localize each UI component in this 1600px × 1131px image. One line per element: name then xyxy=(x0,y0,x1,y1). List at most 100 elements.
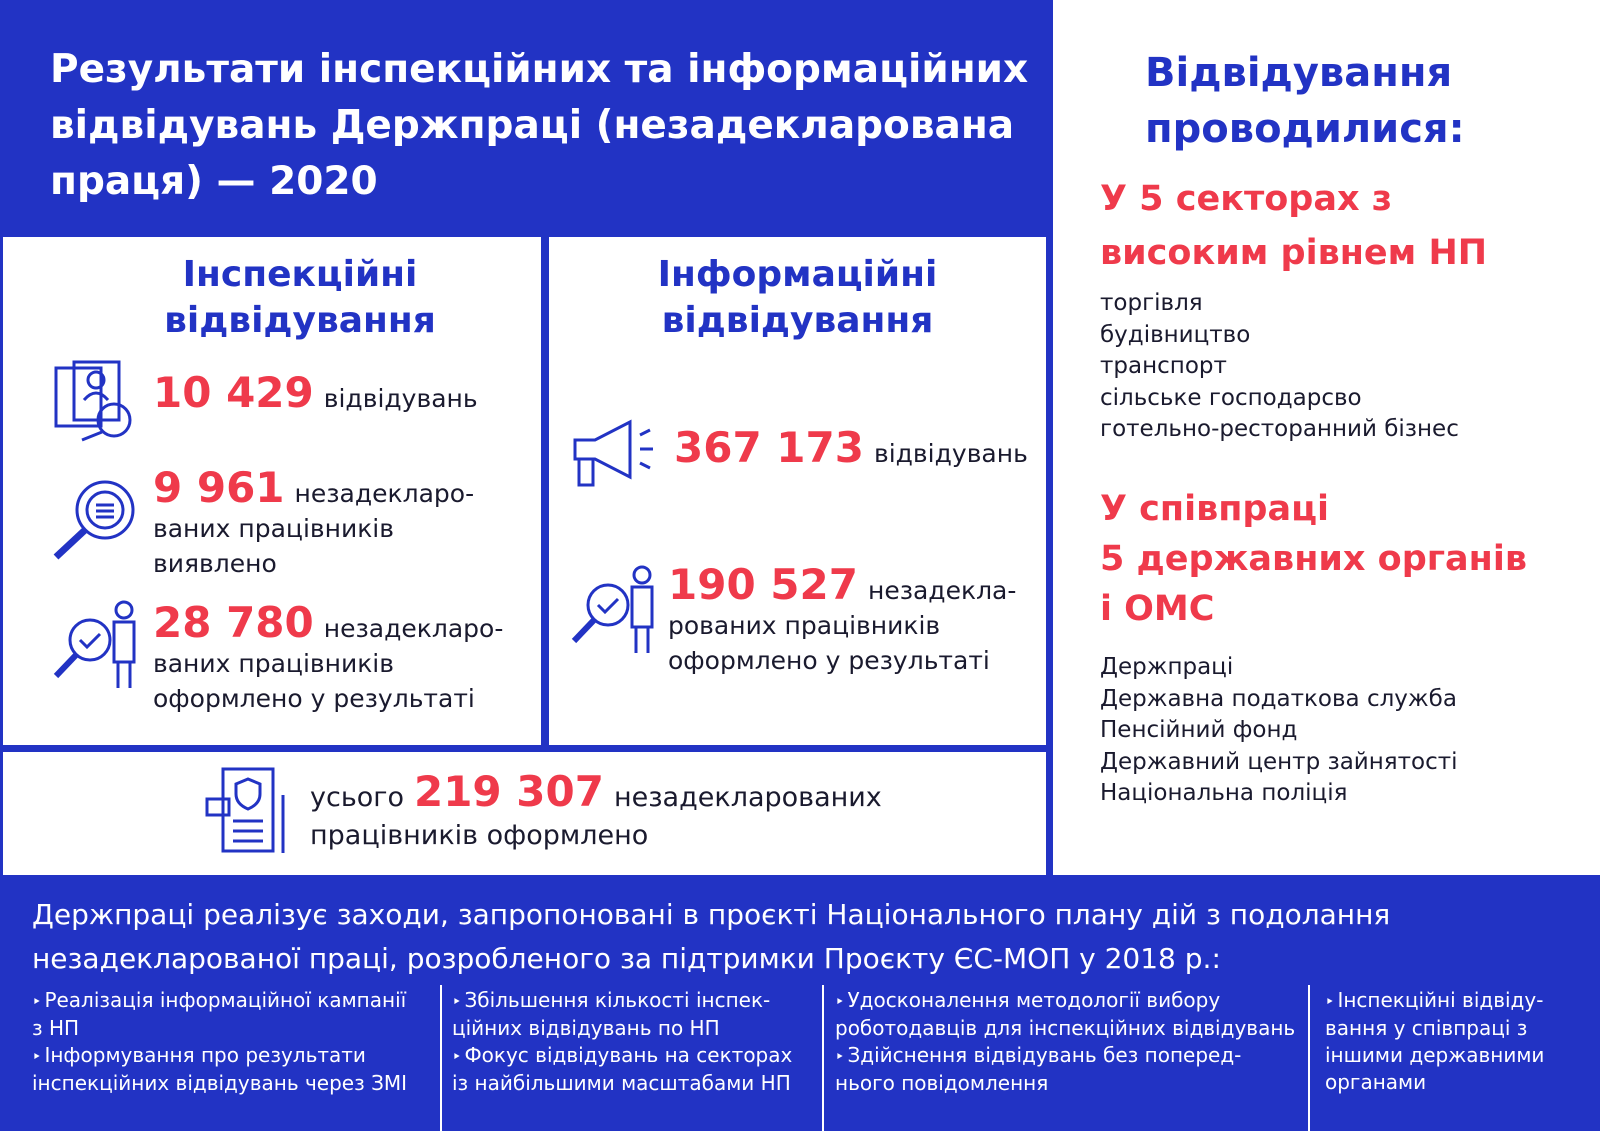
partner-list-line: Національна поліція xyxy=(1100,780,1348,806)
partner-title-line: і ОМС xyxy=(1100,589,1215,629)
stat-first-line: 28 780 незадекларо- xyxy=(153,602,504,646)
footer-line: Інформування про результати xyxy=(32,1042,407,1070)
footer-intro: Держпраці реалізує заходи, запропоновані… xyxy=(32,893,1390,981)
sector-list-line: торгівля xyxy=(1100,290,1203,316)
stat-number: 9 961 xyxy=(153,463,285,512)
stat-number: 190 527 xyxy=(668,560,858,609)
sector-title-line: високим рівнем НП xyxy=(1100,233,1488,273)
footer-intro-line: незадекларованої праці, розробленого за … xyxy=(32,942,1221,975)
separator xyxy=(440,985,442,1131)
partner-title-line: У співпраці xyxy=(1100,489,1330,529)
stat: 10 429 відвідувань xyxy=(153,372,478,416)
footer-intro-line: Держпраці реалізує заходи, запропоновані… xyxy=(32,898,1391,931)
sector-list-line: сільське господарсво xyxy=(1100,384,1362,411)
stat: 190 527 незадекла-рованих працівників офор… xyxy=(668,564,1017,678)
partner-list-line: Держпраці xyxy=(1100,654,1234,680)
sidebar-title: Відвідування проводилися: xyxy=(1145,45,1465,157)
contract-icon xyxy=(205,767,285,853)
sector-list: торгівля будівництво транспорт сільське гос… xyxy=(1100,288,1459,446)
stat-number: 10 429 xyxy=(153,368,314,417)
sector-list-line: будівництво xyxy=(1100,321,1251,348)
sector-list-line: транспорт xyxy=(1100,353,1227,379)
partner-title: У співпраці 5 державних органів і ОМС xyxy=(1100,484,1527,634)
sidebar-title-line: проводилися: xyxy=(1145,106,1465,152)
section-title: Інспекційні відвідування xyxy=(40,252,560,344)
total-text: працівників оформлено xyxy=(310,820,649,851)
section-title: Інформаційні відвідування xyxy=(549,252,1046,344)
stat-first-line: 9 961 незадекларо- xyxy=(153,467,475,511)
stat: 9 961 незадекларо-ваних працівників виявле… xyxy=(153,467,475,581)
footer-line: ційних відвідувань по НП xyxy=(452,1016,720,1040)
stat: 28 780 незадекларо-ваних працівників оформ… xyxy=(153,602,504,716)
footer-line: органами xyxy=(1325,1070,1427,1094)
total: усього 219 307 незадекларованих працівників… xyxy=(310,770,882,858)
title-line: відвідувань Держпраці (незадекларована xyxy=(50,103,1015,148)
stat-text: ваних працівників xyxy=(153,649,394,678)
stat-text: відвідувань xyxy=(873,439,1028,468)
footer-column: Збільшення кількості інспек-ційних відві… xyxy=(452,987,792,1097)
footer-line: іншими державними xyxy=(1325,1043,1545,1067)
stat-text: незадекла- xyxy=(867,576,1017,605)
megaphone-icon xyxy=(573,419,653,487)
separator xyxy=(822,985,824,1131)
stat-text: виявлено xyxy=(153,549,277,578)
stat-first-line: 190 527 незадекла- xyxy=(668,564,1017,608)
footer-column: Інспекційні відвіду-вання у співпраці з і… xyxy=(1325,987,1544,1096)
title-line: Результати інспекційних та інформаційних xyxy=(50,47,1029,92)
total-prefix: усього xyxy=(310,782,404,813)
total-text: незадекларованих xyxy=(613,782,882,813)
footer-line: з НП xyxy=(32,1016,80,1040)
partner-list-line: Пенсійний фонд xyxy=(1100,717,1298,743)
sidebar-title-line: Відвідування xyxy=(1145,50,1453,96)
footer-line: Збільшення кількості інспек- xyxy=(452,987,792,1015)
stat-first-line: 10 429 відвідувань xyxy=(153,372,478,416)
footer-line: Реалізація інформаційної кампанії xyxy=(32,987,407,1015)
section-title-line: відвідування xyxy=(164,300,436,341)
stat-text: незадекларо- xyxy=(323,614,504,643)
section-title-line: Інспекційні xyxy=(182,254,418,295)
search-icon xyxy=(53,480,135,560)
partner-list-line: Державний центр зайнятості xyxy=(1100,748,1458,775)
stat-text: ваних працівників xyxy=(153,514,394,543)
section-title-line: відвідування xyxy=(661,300,934,341)
information-panel xyxy=(549,237,1046,745)
total-first-line: усього 219 307 незадекларованих xyxy=(310,770,882,820)
worker-check-icon xyxy=(571,565,654,653)
footer-line: вання у співпраці з xyxy=(1325,1016,1528,1040)
stat-text: оформлено у результаті xyxy=(153,684,475,713)
section-title-line: Інформаційні xyxy=(657,254,938,295)
footer-line: Фокус відвідувань на секторах xyxy=(452,1042,792,1070)
separator xyxy=(1308,985,1310,1131)
title: Результати інспекційних та інформаційних… xyxy=(50,42,1028,210)
stat-first-line: 367 173 відвідувань xyxy=(674,427,1028,471)
footer-line: Інспекційні відвіду- xyxy=(1325,987,1544,1015)
footer-line: нього повідомлення xyxy=(835,1071,1049,1095)
title-line: праця) — 2020 xyxy=(50,159,378,204)
documents-icon xyxy=(54,360,132,442)
total-panel xyxy=(3,752,1046,875)
stat-text: відвідувань xyxy=(323,384,478,413)
stat-number: 28 780 xyxy=(153,598,314,647)
footer-line: інспекційних відвідувань через ЗМІ xyxy=(32,1071,408,1095)
sector-title-line: У 5 секторах з xyxy=(1100,179,1393,219)
partner-list: Держпраці Державна податкова служба Пенсій… xyxy=(1100,652,1458,810)
sector-title: У 5 секторах з високим рівнем НП xyxy=(1100,172,1487,280)
footer-line: роботодавців для інспекційних відвідуван… xyxy=(835,1016,1296,1040)
stat: 367 173 відвідувань xyxy=(674,427,1028,471)
sector-list-line: готельно-ресторанний бізнес xyxy=(1100,416,1459,442)
footer-column: Удосконалення методології виборуроботода… xyxy=(835,987,1295,1097)
stat-text: незадекларо- xyxy=(294,479,475,508)
partner-list-line: Державна податкова служба xyxy=(1100,685,1457,712)
stat-number: 367 173 xyxy=(674,423,864,472)
stat-text: оформлено у результаті xyxy=(668,646,990,675)
total-number: 219 307 xyxy=(413,767,604,816)
footer-line: із найбільшими масштабами НП xyxy=(452,1071,791,1095)
footer-line: Здійснення відвідувань без поперед- xyxy=(835,1042,1295,1070)
footer-line: Удосконалення методології вибору xyxy=(835,987,1295,1015)
sidebar-panel xyxy=(1053,0,1600,875)
worker-check-icon xyxy=(53,600,136,688)
partner-title-line: 5 державних органів xyxy=(1100,539,1527,579)
stat-text: рованих працівників xyxy=(668,611,941,640)
